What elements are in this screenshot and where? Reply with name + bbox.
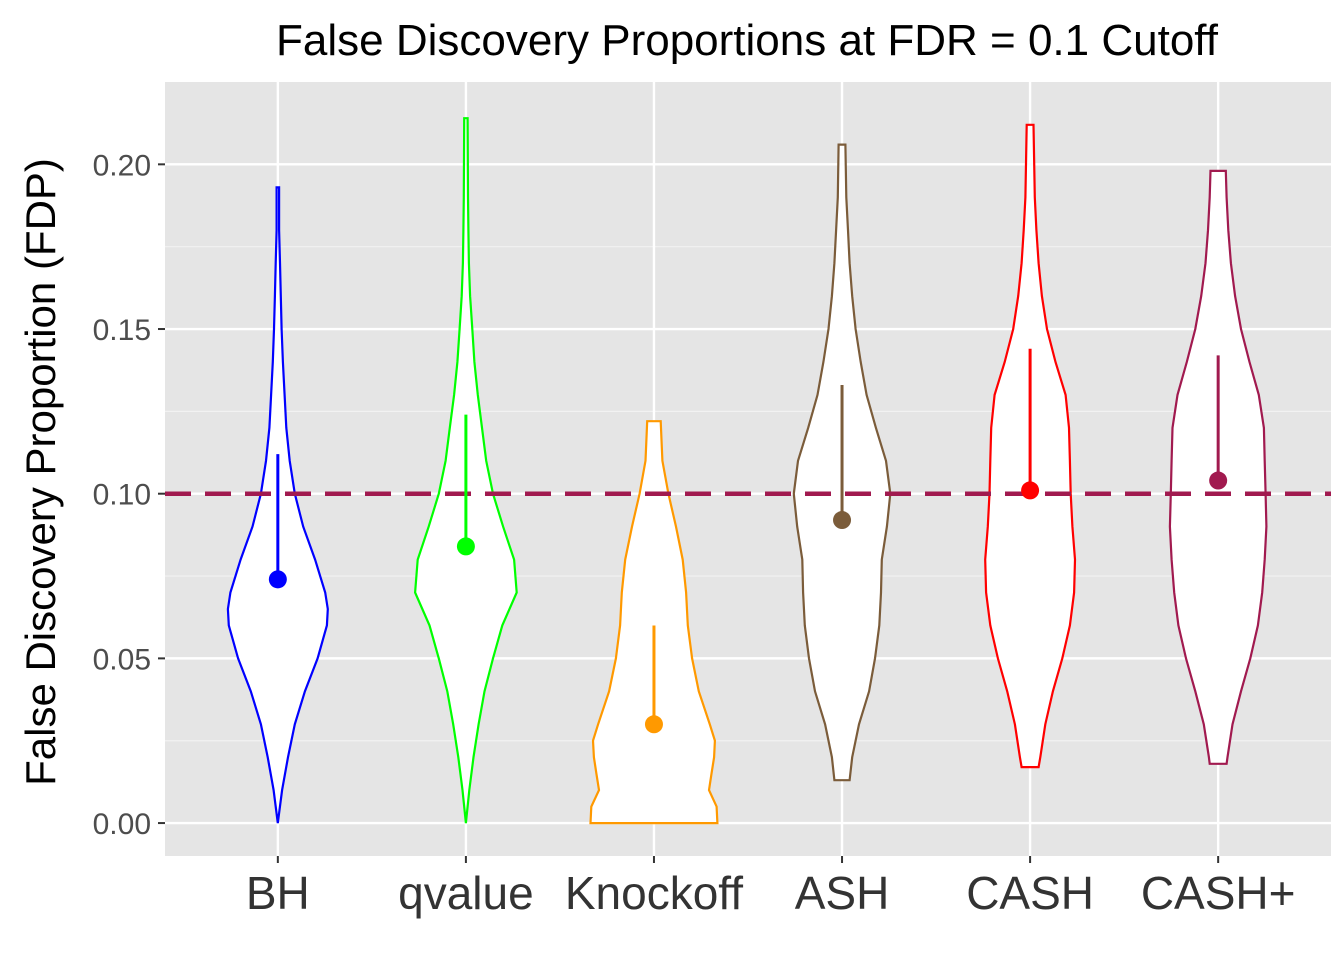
y-axis-label: False Discovery Proportion (FDP) [17, 158, 64, 786]
chart-title: False Discovery Proportions at FDR = 0.1… [276, 16, 1219, 65]
mean-point-cash-plus [1209, 471, 1228, 490]
x-tick-label: BH [246, 867, 310, 919]
x-tick-label: CASH [966, 867, 1094, 919]
x-tick-label: Knockoff [565, 867, 743, 919]
mean-point-qvalue [456, 537, 475, 556]
summary-layer [268, 348, 1228, 734]
y-tick-label: 0.00 [93, 808, 151, 841]
mean-point-cash [1021, 481, 1040, 500]
mean-point-bh [268, 570, 287, 589]
y-tick-label: 0.20 [93, 149, 151, 182]
x-tick-label: qvalue [398, 867, 534, 919]
mean-point-ash [833, 511, 852, 530]
x-tick-label: ASH [795, 867, 890, 919]
violin-knockoff [589, 420, 719, 825]
x-tick-label: CASH+ [1141, 867, 1296, 919]
y-tick-label: 0.10 [93, 479, 151, 512]
y-tick-labels: 0.00 0.05 0.10 0.15 0.20 [93, 149, 165, 841]
mean-point-knockoff [644, 715, 663, 734]
y-tick-label: 0.15 [93, 314, 151, 347]
plot-panel [165, 82, 1331, 856]
x-tick-labels: BH qvalue Knockoff ASH CASH CASH+ [246, 856, 1296, 919]
y-tick-label: 0.05 [93, 643, 151, 676]
